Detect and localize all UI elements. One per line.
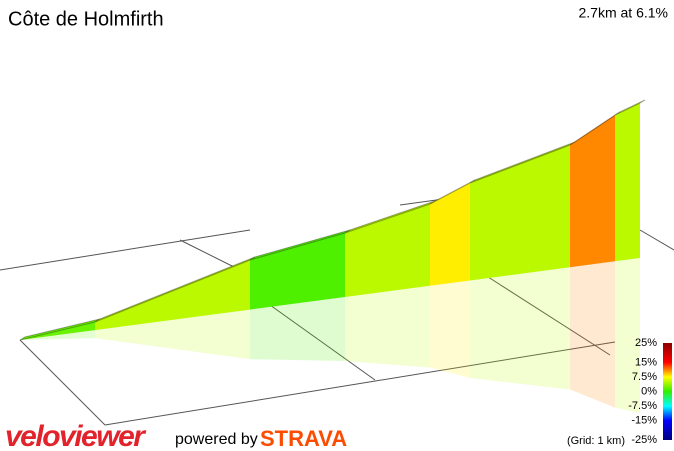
scale-tick-label: 7.5% [632,371,657,383]
segment-wall [615,103,640,262]
scale-tick-label: -7.5% [628,400,657,412]
segment-reflection [615,258,640,413]
segment-wall [470,145,570,281]
grid-note: (Grid: 1 km) [567,435,625,447]
segment-top [614,99,646,116]
segment-wall [345,204,430,298]
brand: veloviewer [5,420,147,451]
scale-tick-label: -15% [631,415,657,427]
segment-wall [570,115,615,268]
scale-tick-label: 15% [635,356,657,368]
segment-reflection [95,309,250,360]
segment-wall [95,260,250,331]
segment-wall [250,233,345,310]
segment-reflection [470,267,570,390]
scale-tick-label: 25% [635,337,657,349]
strava-logo: STRAVA [260,426,347,451]
subtitle: 2.7km at 6.1% [579,5,669,21]
segment-reflection [430,280,470,378]
scale-tick-label: 0% [641,385,657,397]
title: Côte de Holmfirth [8,8,164,30]
profile [19,99,646,413]
powered-by: powered by [175,431,258,448]
segment-reflection [570,261,615,408]
color-bar [663,343,672,440]
segment-reflection [250,297,345,362]
scale-tick-label: -25% [631,434,657,446]
segment-wall [430,183,470,286]
segment-reflection [345,285,430,368]
segment-reflection [20,330,95,340]
